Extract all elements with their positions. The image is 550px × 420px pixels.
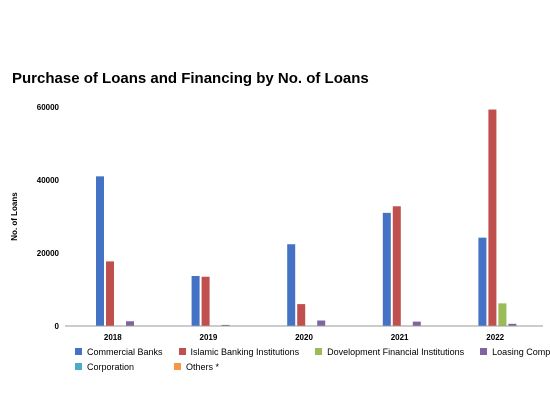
- y-axis-label: No. of Loans: [10, 192, 19, 241]
- legend-item-development-financial: Dovelopment Financial Institutions: [315, 347, 464, 357]
- legend-swatch: [315, 348, 323, 355]
- bar-2019-series-1: [201, 276, 210, 326]
- bar-2022-series-1: [488, 109, 497, 327]
- bar-2018-series-3: [126, 321, 134, 326]
- y-tick-label: 40000: [37, 176, 60, 185]
- y-tick-label: 0: [55, 322, 60, 331]
- legend-row: Corporation Others *: [75, 359, 545, 374]
- bar-2020-series-0: [287, 244, 296, 326]
- legend-label: Commercial Banks: [87, 346, 163, 357]
- legend-label: Others *: [186, 361, 220, 372]
- chart-title: Purchase of Loans and Financing by No. o…: [12, 70, 369, 87]
- y-tick-label: 20000: [37, 249, 60, 258]
- x-tick-label: 2021: [391, 333, 409, 342]
- bar-2018-series-1: [106, 261, 114, 326]
- x-tick-label: 2019: [200, 333, 218, 342]
- y-tick-label: 60000: [37, 103, 60, 112]
- legend-swatch: [75, 348, 82, 355]
- legend-swatch: [178, 348, 186, 355]
- legend-swatch: [480, 348, 488, 355]
- bar-2022-series-0: [478, 237, 487, 326]
- legend-label: Loasing Companios: [492, 346, 550, 357]
- bar-2019-series-0: [191, 275, 200, 326]
- bar-2022-series-3: [508, 323, 517, 326]
- legend-label: Dovelopment Financial Institutions: [327, 346, 465, 357]
- legend-item-islamic-banking: Islamic Banking Institutions: [178, 346, 300, 357]
- bar-2021-series-0: [382, 212, 391, 326]
- legend-item-corporation: Corporation: [75, 362, 134, 372]
- legend-label: Corporation: [87, 361, 135, 372]
- legend-item-leasing-companies: Loasing Companios: [480, 347, 550, 357]
- x-tick-label: 2022: [486, 333, 504, 342]
- legend-item-commercial-banks: Commercial Banks: [75, 347, 163, 357]
- bar-2021-series-1: [392, 206, 401, 326]
- x-tick-label: 2018: [104, 333, 122, 342]
- bar-2019-series-3: [221, 324, 230, 326]
- legend-swatch: [75, 363, 82, 370]
- bar-2021-series-3: [412, 321, 421, 326]
- legend-row: Commercial Banks Islamic Banking Institu…: [75, 344, 550, 359]
- legend-swatch: [174, 363, 182, 370]
- chart-legend: Commercial Banks Islamic Banking Institu…: [75, 344, 550, 374]
- legend-item-others: Others *: [174, 362, 219, 372]
- bar-2018-series-0: [96, 176, 104, 326]
- legend-label: Islamic Banking Institutions: [190, 346, 300, 357]
- bar-2020-series-1: [297, 304, 306, 326]
- bar-2022-series-2: [498, 303, 507, 326]
- bar-2020-series-3: [317, 320, 326, 326]
- x-tick-label: 2020: [295, 333, 313, 342]
